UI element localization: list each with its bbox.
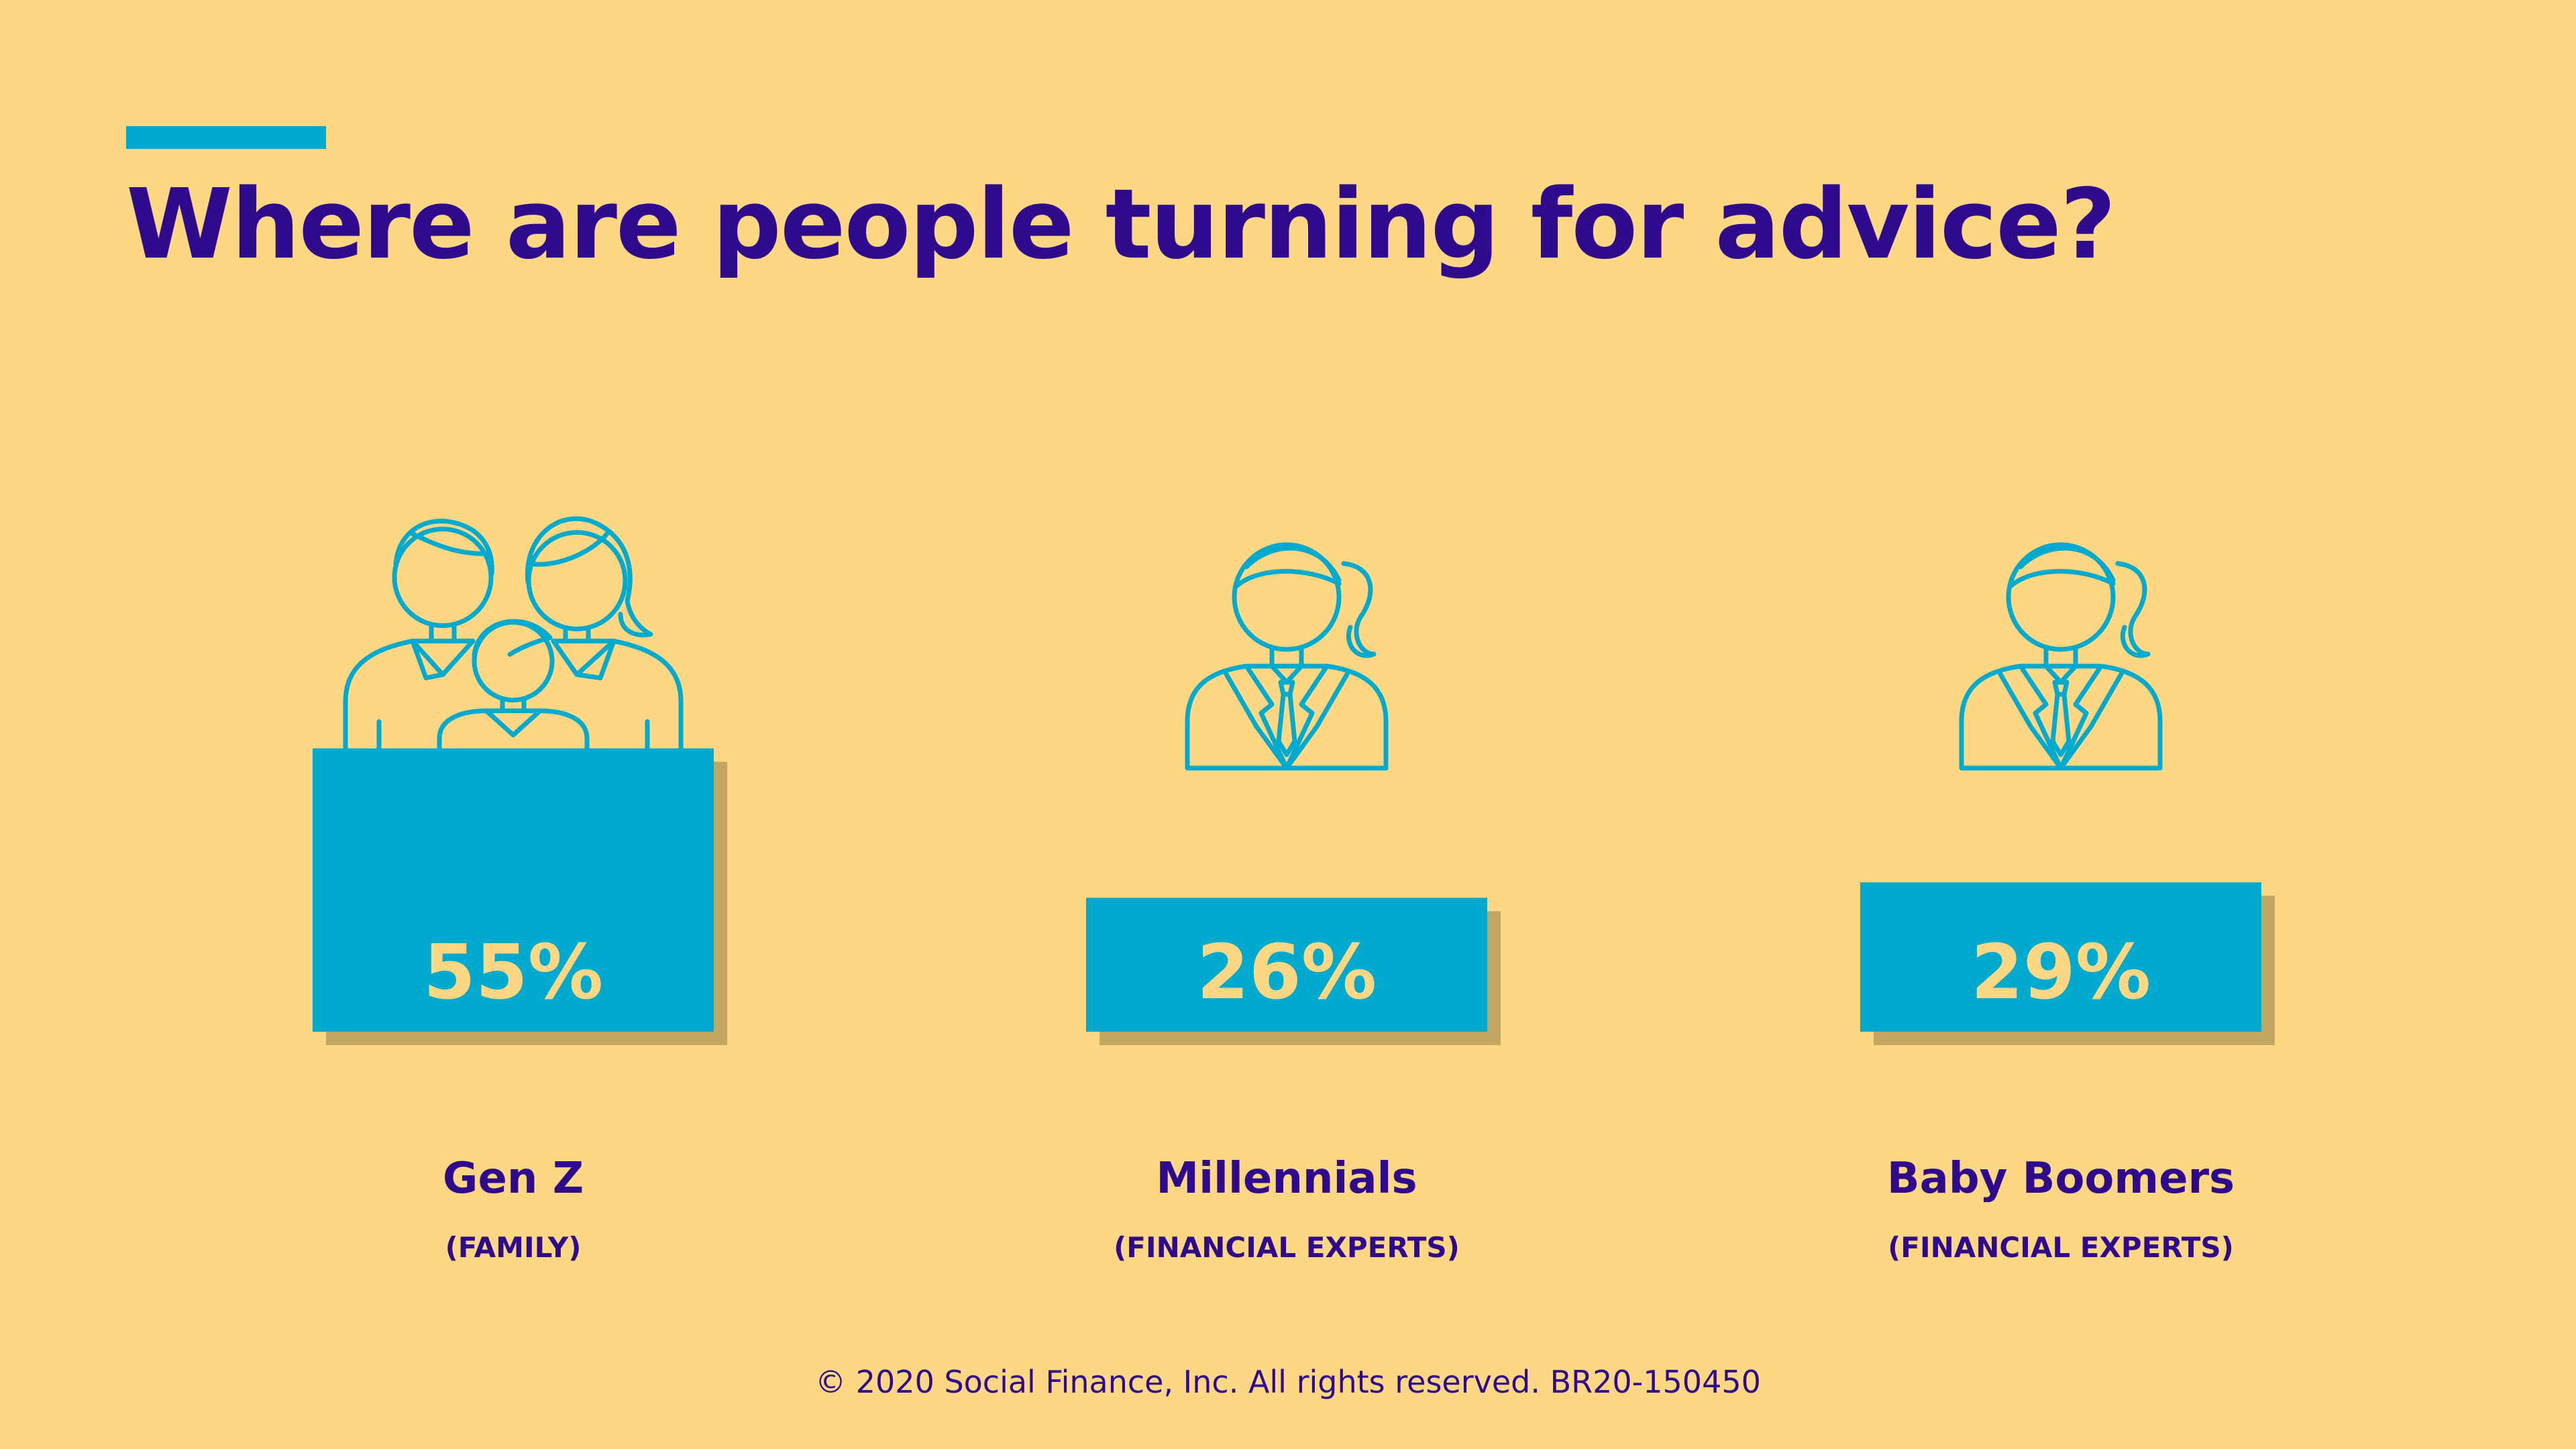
- value-label-gen-z: 55%: [423, 929, 603, 1016]
- financial-expert-icon-millennials: [1187, 545, 1386, 768]
- bar-baby-boomers: [1860, 882, 2261, 1032]
- title-accent-bar: [126, 126, 326, 149]
- value-label-baby-boomers: 29%: [1971, 929, 2151, 1016]
- page-title: Where are people turning for advice?: [126, 168, 2116, 280]
- bar-millennials: [1086, 898, 1487, 1032]
- financial-expert-icon-baby-boomers: [1962, 545, 2160, 768]
- category-label-millennials: Millennials: [1156, 1154, 1417, 1203]
- category-sublabel-millennials: (FINANCIAL EXPERTS): [1114, 1231, 1460, 1264]
- value-label-millennials: 26%: [1197, 929, 1377, 1016]
- category-label-baby-boomers: Baby Boomers: [1887, 1154, 2235, 1203]
- family-icon-gen-z: [345, 519, 681, 755]
- category-label-gen-z: Gen Z: [443, 1154, 584, 1203]
- bars-layer: 55% Gen Z (FAMILY) 26% Millennials (FINANCIAL…: [313, 519, 2275, 1264]
- copyright-footer: © 2020 Social Finance, Inc. All rights r…: [815, 1364, 1761, 1400]
- bar-gen-z: [313, 748, 714, 1032]
- category-sublabel-baby-boomers: (FINANCIAL EXPERTS): [1888, 1231, 2234, 1264]
- category-sublabel-gen-z: (FAMILY): [445, 1231, 582, 1264]
